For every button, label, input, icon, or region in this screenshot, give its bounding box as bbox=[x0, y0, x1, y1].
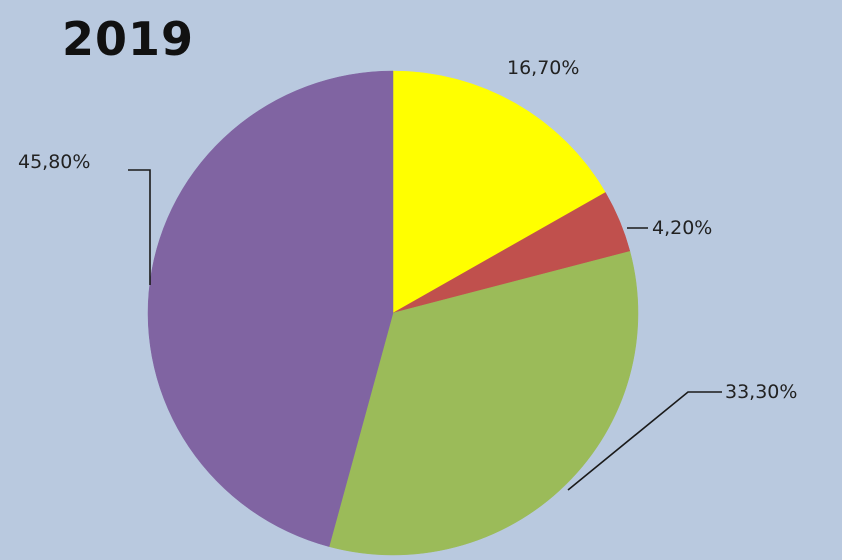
leader-line-3 bbox=[567, 391, 722, 491]
data-label-1: 16,70% bbox=[507, 57, 579, 79]
data-label-4: 45,80% bbox=[18, 151, 90, 173]
data-label-2: 4,20% bbox=[652, 217, 712, 239]
chart-title: 2019 bbox=[62, 12, 195, 66]
pie-slice-1 bbox=[392, 70, 606, 314]
leader-line-4 bbox=[128, 169, 151, 285]
data-label-3: 33,30% bbox=[725, 381, 797, 403]
pie-slice-3 bbox=[328, 251, 639, 556]
